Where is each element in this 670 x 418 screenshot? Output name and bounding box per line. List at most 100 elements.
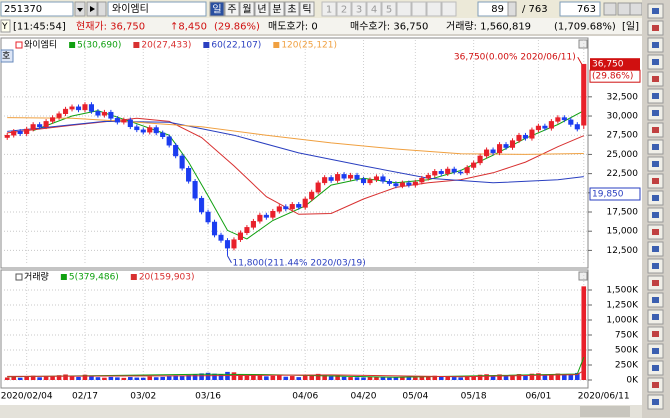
period-button[interactable]: [254, 1, 270, 17]
candle-body: [30, 124, 36, 130]
y-tick-label: 15,000: [607, 227, 639, 237]
period-button[interactable]: [284, 1, 300, 17]
tool-button[interactable]: [617, 2, 631, 16]
legend-label: 5(379,486): [69, 273, 119, 283]
legend-label: 거래량: [24, 271, 49, 283]
volume-bar: [542, 375, 548, 380]
candle-body: [509, 140, 516, 148]
page-size-input[interactable]: [559, 1, 601, 17]
number-button[interactable]: [381, 1, 397, 17]
number-button[interactable]: [411, 1, 427, 17]
count: 89: [491, 4, 504, 15]
code-input[interactable]: [0, 1, 74, 17]
name-input[interactable]: [107, 1, 207, 17]
panel-close[interactable]: [578, 39, 588, 49]
candle-body: [348, 174, 354, 179]
volume-bar: [510, 374, 515, 380]
side-glyph: [652, 144, 659, 150]
search-button[interactable]: [97, 1, 107, 17]
side-glyph: [652, 280, 659, 286]
price-flag-label: 36,750: [592, 60, 624, 70]
number-button[interactable]: [426, 1, 442, 17]
annotation-leader: [227, 255, 232, 264]
volume-bar: [257, 374, 263, 380]
volume-bar: [419, 376, 425, 380]
number-label: 1: [326, 5, 332, 16]
x-tick-label: 04/20: [351, 392, 377, 402]
legend-swatch: [203, 42, 210, 48]
scroll-thumb[interactable]: [580, 406, 630, 417]
candle-body: [393, 183, 399, 187]
volume-bar: [238, 374, 243, 380]
number-button[interactable]: [441, 1, 457, 17]
side-glyph: [652, 161, 659, 167]
period-button[interactable]: [269, 1, 285, 17]
side-glyph: [652, 314, 659, 320]
bid: 매수호가: 36,750: [350, 21, 428, 33]
candle-body: [561, 117, 567, 121]
legend-swatch: [15, 41, 23, 49]
volume-bar: [302, 375, 308, 380]
candle-body: [134, 126, 140, 131]
volume-bar: [341, 376, 347, 380]
mode: Y: [1, 22, 8, 32]
volume-bar: [160, 376, 166, 380]
side-glyph: [652, 263, 659, 269]
x-tick-label: 05/04: [402, 392, 428, 402]
period-button[interactable]: [239, 1, 255, 17]
candle-body: [373, 176, 380, 181]
candle-body: [289, 204, 295, 210]
tool-button[interactable]: [629, 2, 643, 16]
candle-body: [270, 210, 276, 218]
volume-bar: [147, 376, 153, 380]
x-tick-label: 02/17: [72, 392, 98, 402]
annotation-leader: [577, 56, 583, 65]
side-glyph: [652, 365, 659, 371]
number-button[interactable]: [366, 1, 382, 17]
info-bar: [0, 18, 642, 34]
candle-body: [516, 134, 522, 141]
ma-line: [32, 110, 585, 240]
candle-body: [263, 214, 269, 218]
tool-button[interactable]: [603, 2, 617, 16]
number-button[interactable]: [351, 1, 367, 17]
change: ↑8,450: [170, 22, 207, 33]
y-tick-label: 500K: [615, 346, 639, 356]
volume-bar: [562, 374, 567, 380]
period-button[interactable]: [224, 1, 240, 17]
volume-bar: [4, 377, 10, 380]
number-button[interactable]: [336, 1, 352, 17]
y-tick-label: 1,500K: [606, 286, 639, 296]
candle-body: [412, 181, 418, 186]
candle-body: [50, 117, 56, 122]
scrollbar[interactable]: [0, 405, 642, 418]
x-tick-label: 03/16: [195, 392, 221, 402]
legend-label: 와이엠티: [24, 39, 57, 51]
side-glyph: [652, 42, 659, 48]
volume: 거래량: 1,560,819: [446, 21, 531, 33]
volume-bar: [361, 377, 366, 380]
period-button[interactable]: [209, 1, 225, 17]
volume-bar: [568, 374, 574, 380]
candle-body: [186, 167, 192, 182]
icon: [77, 8, 83, 12]
period-button[interactable]: [299, 1, 315, 17]
side-glyph: [652, 59, 659, 65]
price-flag: [589, 187, 641, 201]
side-glyph: [652, 297, 659, 303]
panel-close[interactable]: [578, 271, 588, 281]
volume-bar: [523, 375, 528, 380]
volume-bar: [179, 375, 185, 380]
side-glyph: [652, 382, 659, 388]
candle-body: [24, 128, 30, 134]
volume-bar: [69, 375, 75, 380]
candle-body: [419, 177, 425, 183]
time: [11:45:54]: [13, 22, 66, 33]
side-glyph: [652, 25, 659, 31]
candle-body: [341, 174, 347, 179]
volume-bar: [406, 377, 412, 380]
spinner[interactable]: [507, 1, 517, 17]
number-button[interactable]: [321, 1, 337, 17]
number-button[interactable]: [396, 1, 412, 17]
